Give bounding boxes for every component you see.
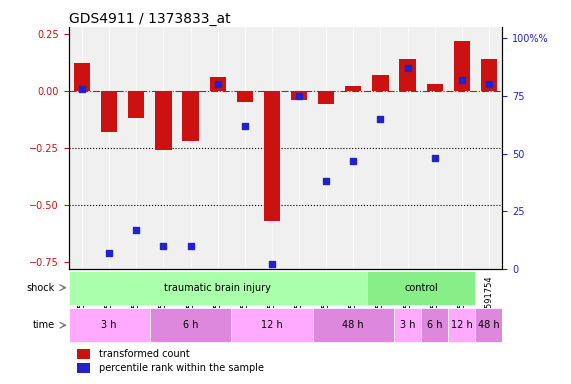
Text: time: time (33, 320, 55, 330)
Point (213, 81, 222, 88)
Point (132, 227, 141, 233)
Text: traumatic brain injury: traumatic brain injury (164, 283, 271, 293)
Bar (400, 59, 416, 91)
Point (159, 243, 168, 249)
Point (295, 93, 304, 99)
FancyBboxPatch shape (421, 308, 448, 342)
Text: 48 h: 48 h (343, 320, 364, 330)
Bar (291, 91, 307, 100)
FancyBboxPatch shape (313, 308, 394, 342)
Point (240, 123, 250, 129)
Point (484, 81, 493, 88)
Point (321, 178, 331, 184)
Text: percentile rank within the sample: percentile rank within the sample (99, 363, 264, 373)
Text: transformed count: transformed count (99, 349, 190, 359)
Point (376, 116, 385, 122)
FancyBboxPatch shape (69, 308, 150, 342)
Text: shock: shock (27, 283, 55, 293)
Bar (101, 91, 118, 132)
Text: 3 h: 3 h (102, 320, 117, 330)
Bar (210, 77, 226, 91)
Point (349, 157, 358, 164)
Text: 12 h: 12 h (261, 320, 283, 330)
Text: 12 h: 12 h (451, 320, 473, 330)
FancyBboxPatch shape (231, 308, 313, 342)
Bar (155, 91, 172, 150)
FancyBboxPatch shape (475, 308, 502, 342)
Bar (345, 86, 361, 91)
Text: 6 h: 6 h (427, 320, 443, 330)
Bar (454, 41, 470, 91)
Point (403, 65, 412, 71)
Bar (264, 91, 280, 221)
Bar (372, 75, 389, 91)
Point (186, 243, 195, 249)
FancyBboxPatch shape (448, 308, 475, 342)
Bar (128, 91, 144, 118)
Point (104, 250, 114, 256)
Point (430, 155, 439, 161)
Text: 48 h: 48 h (478, 320, 500, 330)
FancyBboxPatch shape (69, 271, 367, 305)
Bar (237, 91, 253, 102)
Point (78, 86, 87, 92)
Text: control: control (404, 283, 438, 293)
FancyBboxPatch shape (150, 308, 231, 342)
Bar (481, 59, 497, 91)
Bar (77, 363, 90, 373)
FancyBboxPatch shape (367, 271, 475, 305)
Text: 3 h: 3 h (400, 320, 415, 330)
Bar (77, 349, 90, 359)
Point (457, 77, 467, 83)
Text: GDS4911 / 1373833_at: GDS4911 / 1373833_at (69, 12, 230, 26)
Bar (318, 91, 335, 104)
Bar (183, 91, 199, 141)
FancyBboxPatch shape (394, 308, 421, 342)
Bar (74, 63, 90, 91)
Point (267, 261, 276, 267)
Text: 6 h: 6 h (183, 320, 198, 330)
Bar (427, 84, 443, 91)
